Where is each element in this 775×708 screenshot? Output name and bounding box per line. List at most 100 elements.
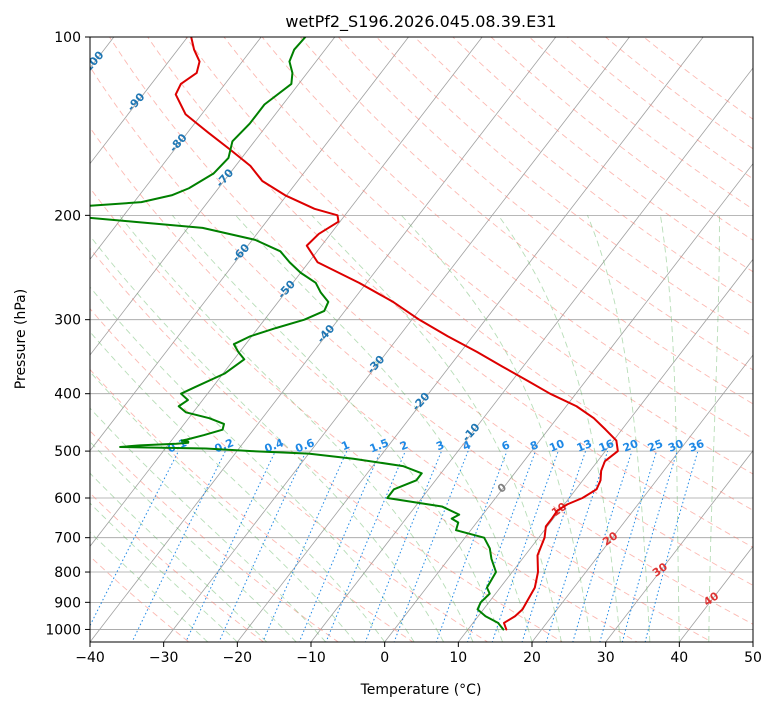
moist-adiabat-line [90, 502, 238, 642]
dewpoint-profile-line [90, 37, 505, 631]
dry-adiabat-line [90, 66, 753, 625]
mixing-ratio-label: 8 [528, 438, 540, 453]
x-tick-label: −40 [75, 650, 105, 666]
moist-adiabat-line [90, 331, 386, 642]
mixing-ratio-label: 3 [434, 438, 446, 453]
moist-adiabat-line [235, 215, 533, 642]
dry-adiabat-line [90, 368, 414, 642]
isotherm-line [90, 37, 483, 547]
y-tick-label: 700 [54, 531, 81, 547]
dry-adiabat-line [375, 37, 753, 338]
dry-adiabat-line [223, 37, 753, 475]
mixing-ratio-line [644, 450, 699, 642]
plot-area: 0.1 0.2 0.4 0.6 1 1.5 2 3 4 6 8 10 13 16 20 25 30 3601020… [90, 37, 753, 642]
y-axis-label: Pressure (hPa) [13, 289, 29, 389]
mixing-ratio-label: 10 [547, 437, 566, 455]
mixing-ratio-line [364, 450, 442, 642]
mixing-ratio-line [599, 450, 658, 642]
moist-adiabat-line [90, 531, 209, 642]
mixing-ratio-label: 2 [398, 438, 410, 453]
mixing-ratio-line [90, 450, 179, 627]
isotherm-line [90, 37, 410, 452]
moist-adiabat-line [497, 215, 621, 642]
mixing-ratio-line [262, 450, 348, 642]
mixing-ratio-line [298, 450, 381, 642]
dry-adiabat-line [642, 37, 753, 120]
moist-adiabat-line [119, 215, 474, 642]
dry-adiabat-line [90, 492, 265, 642]
moist-adiabat-line [90, 235, 444, 642]
isotherm-line [236, 37, 704, 642]
mixing-ratio-line [218, 450, 307, 642]
x-tick-label: 20 [523, 650, 541, 666]
isotherm-line [90, 37, 557, 642]
dry-adiabat-line [90, 308, 489, 642]
dry-adiabat-line [90, 247, 564, 642]
dry-adiabat-line [90, 187, 638, 642]
x-tick-label: 10 [449, 650, 467, 666]
mixing-ratio-label: 36 [687, 437, 706, 455]
x-axis-label: Temperature (°C) [360, 682, 482, 698]
mixing-ratio-label: 25 [646, 437, 665, 455]
plot-frame [89, 36, 754, 643]
moist-adiabat-line [90, 441, 297, 642]
mixing-ratio-label: 1 [340, 438, 352, 453]
x-tick-label: −30 [149, 650, 179, 666]
y-tick-label: 300 [54, 313, 81, 329]
mixing-ratio-label: 30 [666, 437, 685, 455]
mixing-ratio-line [131, 450, 226, 642]
y-tick-label: 600 [54, 491, 81, 507]
chart-title: wetPf2_S196.2026.045.08.39.E31 [285, 12, 556, 32]
moist-adiabat-line [708, 215, 720, 642]
dry-adiabat-line [261, 37, 753, 440]
mixing-ratio-line [621, 450, 678, 642]
mixing-ratio-line [435, 450, 508, 642]
dry-adiabat-line [452, 37, 753, 273]
y-tick-label: 400 [54, 387, 81, 403]
isotherm-line [605, 450, 753, 642]
dry-adiabat-line [528, 37, 753, 210]
x-tick-label: −10 [296, 650, 326, 666]
y-tick-label: 100 [54, 30, 81, 46]
x-tick-label: −20 [223, 650, 253, 666]
mixing-ratio-label: 16 [597, 437, 616, 455]
isotherm-line [90, 37, 262, 260]
x-tick-label: 40 [670, 650, 688, 666]
dry-adiabat-line [108, 37, 753, 586]
mixing-ratio-label: 20 [621, 437, 640, 455]
isotherm-line [90, 37, 189, 165]
y-tick-label: 900 [54, 595, 81, 611]
axes-ticks: −40 −30 −20 −10 0 10 20 30 40 50 1000 900 800 700 600 5… [45, 30, 762, 666]
mixing-ratio-line [572, 450, 633, 642]
dry-adiabat-line [185, 37, 753, 511]
mixing-ratio-line [545, 450, 609, 642]
dry-adiabat-line [490, 37, 753, 241]
dry-adiabat-line [90, 126, 713, 642]
x-tick-label: 30 [597, 650, 615, 666]
moist-adiabat-line [587, 215, 651, 642]
isotherm-line [531, 354, 753, 642]
y-tick-label: 500 [54, 444, 81, 460]
dry-adiabat-line [337, 37, 753, 371]
isotherm-line [384, 162, 753, 642]
moist-adiabat-line [659, 215, 680, 642]
mixing-ratio-line [325, 450, 406, 642]
dry-adiabat-line [147, 37, 753, 548]
y-tick-label: 200 [54, 208, 81, 224]
isotherm-line [457, 258, 753, 642]
mixing-ratio-label: 13 [575, 437, 594, 455]
dry-adiabat-line [414, 37, 753, 305]
moist-adiabat-line [90, 286, 415, 642]
y-tick-label: 800 [54, 565, 81, 581]
y-tick-label: 1000 [45, 622, 81, 638]
dry-adiabat-line [604, 37, 753, 150]
mixing-ratio-line [393, 450, 469, 642]
moist-adiabat-line [172, 215, 503, 642]
dry-adiabat-line [299, 37, 753, 405]
moist-adiabat-line [90, 407, 327, 642]
isotherm-line [310, 67, 753, 642]
mixing-ratio-line [185, 450, 276, 642]
moist-adiabat-line [90, 472, 268, 642]
dry-adiabat-line [566, 37, 753, 180]
